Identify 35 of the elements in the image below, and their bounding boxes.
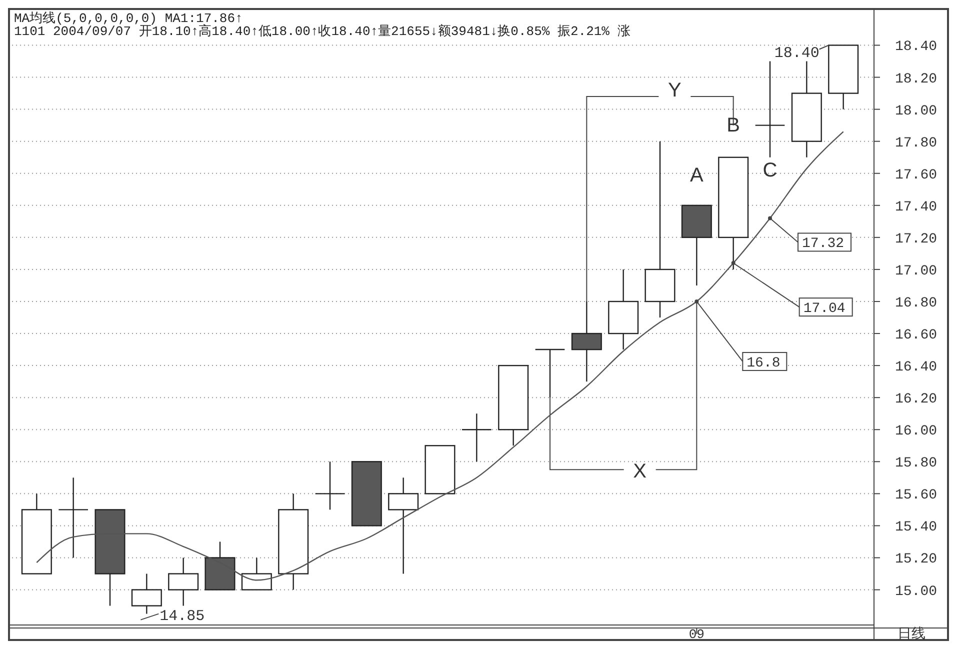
text: 18.00 — [894, 103, 938, 120]
text: 17.00 — [894, 263, 938, 280]
x-tick-label: 09 — [688, 627, 704, 642]
text: 16.40 — [894, 360, 938, 376]
text: 16.60 — [894, 328, 938, 344]
text: 15.60 — [894, 488, 938, 504]
annotation: Y — [668, 79, 682, 102]
text: 18.40 — [894, 39, 938, 56]
text: 18.20 — [894, 71, 938, 88]
text: 15.20 — [894, 552, 938, 568]
text: 15.40 — [894, 520, 938, 536]
text: 17.80 — [894, 135, 938, 152]
text: 17.40 — [894, 199, 938, 216]
text: 16.00 — [894, 424, 938, 440]
text: 16.20 — [894, 392, 938, 408]
candlestick — [534, 348, 566, 398]
annotation: 16.8 — [746, 355, 780, 372]
text: 17.20 — [894, 231, 938, 248]
candlestick — [754, 60, 786, 158]
annotation: X — [633, 460, 647, 483]
annotation: B — [726, 114, 740, 137]
annotation: 18.40 — [774, 45, 820, 62]
candlestick — [58, 477, 89, 558]
annotation: C — [762, 160, 778, 182]
annotation: 17.04 — [803, 301, 846, 318]
annotation: 17.32 — [802, 236, 844, 252]
candlestick — [314, 461, 346, 510]
candlestick — [461, 412, 492, 462]
text: 16.80 — [894, 295, 938, 312]
text: 15.80 — [894, 456, 938, 472]
text: 17.60 — [894, 167, 938, 184]
text: 日线 — [898, 625, 926, 641]
annotation: 14.85 — [160, 608, 205, 625]
text: 15.00 — [894, 584, 938, 600]
annotation: A — [690, 164, 704, 186]
